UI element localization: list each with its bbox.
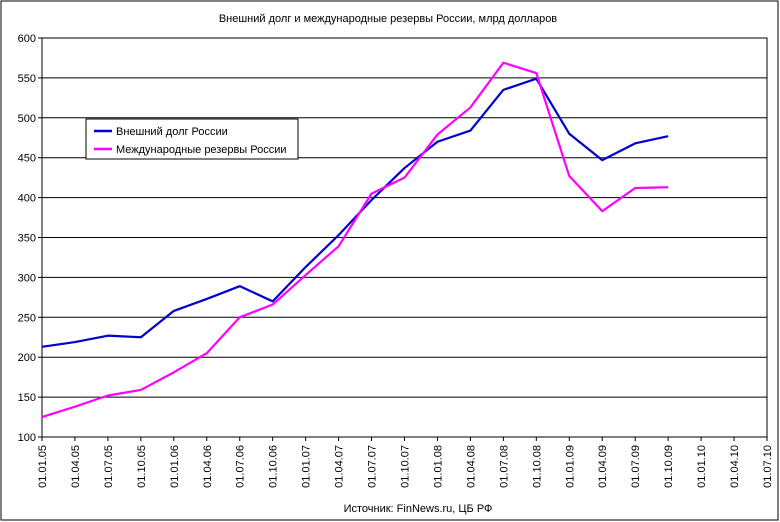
series-lines — [41, 61, 669, 419]
x-tick-label-19: 01.10.09 — [663, 445, 675, 488]
y-tick-label-200: 200 — [18, 352, 36, 364]
x-tick-label-5: 01.04.06 — [202, 445, 214, 488]
x-tick-label-22: 01.07.10 — [762, 445, 774, 488]
x-tick-label-21: 01.04.10 — [729, 445, 741, 488]
x-tick-label-17: 01.04.09 — [597, 445, 609, 488]
x-tick-label-4: 01.01.06 — [169, 445, 181, 488]
x-tick-label-9: 01.04.07 — [334, 445, 346, 488]
x-tick-label-10: 01.07.07 — [367, 445, 379, 488]
legend-label-external-debt: Внешний долг России — [116, 126, 228, 138]
y-tick-label-250: 250 — [18, 312, 36, 324]
y-tick-label-350: 350 — [18, 233, 36, 245]
series-line-0 — [41, 77, 669, 348]
x-tick-label-20: 01.01.10 — [696, 445, 708, 488]
y-tick-label-400: 400 — [18, 193, 36, 205]
series-line-1 — [41, 61, 669, 419]
x-tick-label-3: 01.10.05 — [136, 445, 148, 488]
y-tick-label-550: 550 — [18, 73, 36, 85]
chart-title: Внешний долг и международные резервы Рос… — [219, 13, 557, 25]
x-tick-label-11: 01.10.07 — [400, 445, 412, 488]
chart-source: Источник: FinNews.ru, ЦБ РФ — [344, 503, 493, 515]
x-tick-label-8: 01.01.07 — [301, 445, 313, 488]
y-tick-label-600: 600 — [18, 33, 36, 45]
x-tick-label-16: 01.01.09 — [564, 445, 576, 488]
x-tick-label-13: 01.04.08 — [465, 445, 477, 488]
x-tick-label-2: 01.07.05 — [103, 445, 115, 488]
x-tick-label-0: 01.01.05 — [37, 445, 49, 488]
legend-label-reserves: Международные резервы России — [116, 144, 287, 156]
y-tick-label-300: 300 — [18, 272, 36, 284]
legend-box — [85, 118, 299, 160]
x-tick-label-15: 01.10.08 — [531, 445, 543, 488]
legend: Внешний долг России Международные резерв… — [85, 118, 299, 160]
x-tick-label-12: 01.01.08 — [432, 445, 444, 488]
x-tick-label-7: 01.10.06 — [268, 445, 280, 488]
x-tick-label-14: 01.07.08 — [498, 445, 510, 488]
axes: 100 150 200 250 300 350 400 450 500 550 600 01.01.0… — [18, 33, 774, 488]
x-tick-label-18: 01.07.09 — [630, 445, 642, 488]
x-tick-label-6: 01.07.06 — [235, 445, 247, 488]
x-tick-label-1: 01.04.05 — [70, 445, 82, 488]
y-tick-label-100: 100 — [18, 432, 36, 444]
y-tick-label-450: 450 — [18, 153, 36, 165]
y-tick-label-150: 150 — [18, 392, 36, 404]
y-tick-label-500: 500 — [18, 113, 36, 125]
